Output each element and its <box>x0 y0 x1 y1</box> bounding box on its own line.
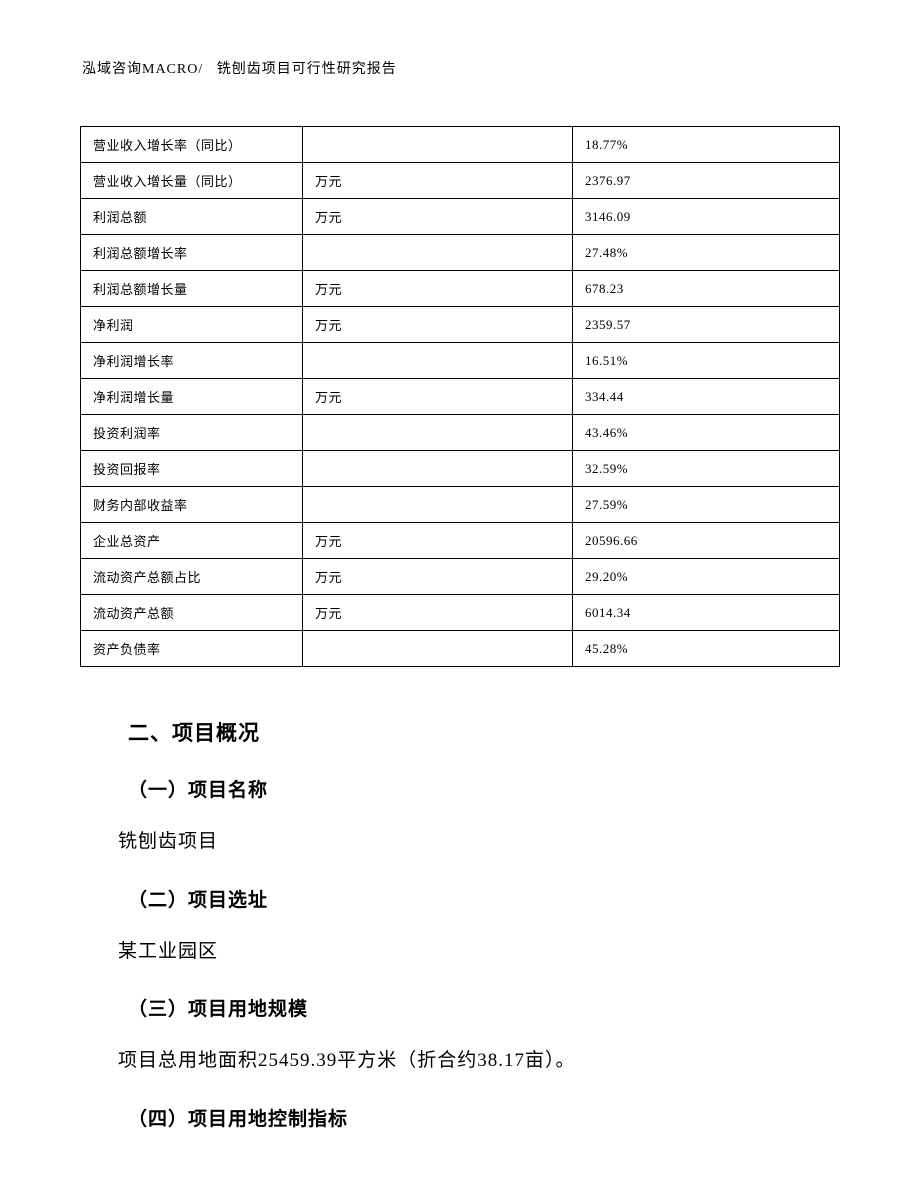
cell-unit: 万元 <box>303 271 573 307</box>
cell-value: 6014.34 <box>573 595 840 631</box>
cell-unit: 万元 <box>303 523 573 559</box>
cell-label: 净利润增长量 <box>81 379 303 415</box>
cell-value: 27.59% <box>573 487 840 523</box>
table-row: 财务内部收益率 27.59% <box>81 487 840 523</box>
header-doc-title: 铣刨齿项目可行性研究报告 <box>217 62 397 77</box>
cell-value: 29.20% <box>573 559 840 595</box>
cell-value: 16.51% <box>573 343 840 379</box>
cell-label: 净利润增长率 <box>81 343 303 379</box>
subsection-heading-4: （四）项目用地控制指标 <box>128 1104 820 1131</box>
cell-unit <box>303 415 573 451</box>
cell-unit: 万元 <box>303 163 573 199</box>
cell-value: 2359.57 <box>573 307 840 343</box>
body-text: 项目总用地面积25459.39平方米（折合约38.17亩）。 <box>118 1047 820 1076</box>
table-row: 投资回报率 32.59% <box>81 451 840 487</box>
cell-label: 投资利润率 <box>81 415 303 451</box>
table-row: 净利润增长量万元334.44 <box>81 379 840 415</box>
table-row: 净利润万元2359.57 <box>81 307 840 343</box>
cell-label: 投资回报率 <box>81 451 303 487</box>
cell-value: 20596.66 <box>573 523 840 559</box>
cell-unit <box>303 451 573 487</box>
cell-unit: 万元 <box>303 559 573 595</box>
cell-value: 334.44 <box>573 379 840 415</box>
financial-table: 营业收入增长率（同比）18.77% 营业收入增长量（同比）万元2376.97 利… <box>80 126 840 667</box>
subsection-heading-2: （二）项目选址 <box>128 885 820 912</box>
cell-label: 财务内部收益率 <box>81 487 303 523</box>
cell-value: 3146.09 <box>573 199 840 235</box>
table-row: 流动资产总额占比万元29.20% <box>81 559 840 595</box>
table-row: 资产负债率 45.28% <box>81 631 840 667</box>
header-company: 泓域咨询MACRO/ <box>82 62 203 77</box>
table-row: 营业收入增长率（同比） 18.77% <box>81 127 840 163</box>
table-row: 投资利润率 43.46% <box>81 415 840 451</box>
cell-value: 45.28% <box>573 631 840 667</box>
cell-value: 678.23 <box>573 271 840 307</box>
cell-value: 18.77% <box>573 127 840 163</box>
cell-label: 企业总资产 <box>81 523 303 559</box>
cell-label: 利润总额增长量 <box>81 271 303 307</box>
cell-label: 利润总额 <box>81 199 303 235</box>
cell-label: 流动资产总额占比 <box>81 559 303 595</box>
table-row: 利润总额万元3146.09 <box>81 199 840 235</box>
table-row: 企业总资产万元20596.66 <box>81 523 840 559</box>
cell-unit <box>303 631 573 667</box>
subsection-heading-3: （三）项目用地规模 <box>128 994 820 1021</box>
cell-unit: 万元 <box>303 595 573 631</box>
page-header: 泓域咨询MACRO/ 铣刨齿项目可行性研究报告 <box>82 58 840 78</box>
cell-unit <box>303 487 573 523</box>
table-row: 利润总额增长量万元678.23 <box>81 271 840 307</box>
cell-label: 流动资产总额 <box>81 595 303 631</box>
cell-value: 32.59% <box>573 451 840 487</box>
cell-unit: 万元 <box>303 379 573 415</box>
cell-unit <box>303 343 573 379</box>
cell-unit: 万元 <box>303 307 573 343</box>
cell-unit <box>303 235 573 271</box>
table-row: 营业收入增长量（同比）万元2376.97 <box>81 163 840 199</box>
cell-unit: 万元 <box>303 199 573 235</box>
document-page: 泓域咨询MACRO/ 铣刨齿项目可行性研究报告 营业收入增长率（同比） 18.77… <box>0 0 920 1191</box>
body-text: 铣刨齿项目 <box>118 828 820 857</box>
table-row: 流动资产总额万元6014.34 <box>81 595 840 631</box>
cell-value: 27.48% <box>573 235 840 271</box>
section-heading-2: 二、项目概况 <box>128 717 820 747</box>
cell-label: 营业收入增长量（同比） <box>81 163 303 199</box>
financial-table-body: 营业收入增长率（同比）18.77% 营业收入增长量（同比）万元2376.97 利… <box>81 127 840 667</box>
subsection-heading-1: （一）项目名称 <box>128 775 820 802</box>
body-text: 某工业园区 <box>118 938 820 967</box>
cell-value: 2376.97 <box>573 163 840 199</box>
cell-value: 43.46% <box>573 415 840 451</box>
cell-label: 利润总额增长率 <box>81 235 303 271</box>
table-row: 净利润增长率 16.51% <box>81 343 840 379</box>
content-body: 二、项目概况 （一）项目名称 铣刨齿项目 （二）项目选址 某工业园区 （三）项目… <box>80 717 840 1131</box>
cell-label: 净利润 <box>81 307 303 343</box>
table-row: 利润总额增长率 27.48% <box>81 235 840 271</box>
cell-unit <box>303 127 573 163</box>
cell-label: 资产负债率 <box>81 631 303 667</box>
cell-label: 营业收入增长率（同比） <box>81 127 303 163</box>
